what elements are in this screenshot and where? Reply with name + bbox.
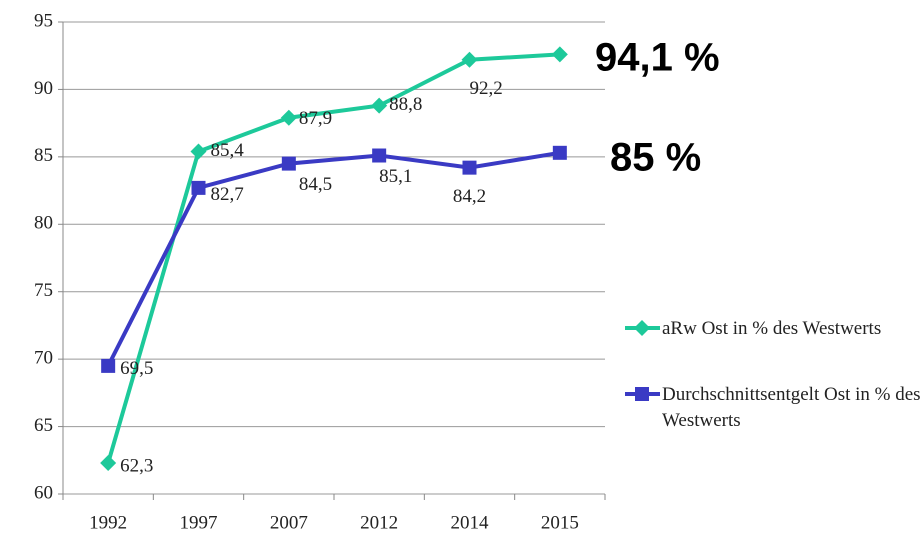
legend-label: Durchschnittsentgelt Ost in % des Westwe… <box>662 384 921 431</box>
data-label: 85,1 <box>379 166 412 187</box>
y-tick-label: 60 <box>34 482 53 503</box>
marker <box>461 51 478 68</box>
data-label: 88,8 <box>389 94 422 115</box>
y-tick-label: 70 <box>34 348 53 369</box>
marker <box>551 46 568 63</box>
data-label: 84,5 <box>299 174 332 195</box>
marker <box>371 97 388 114</box>
marker <box>280 109 297 126</box>
x-tick-label: 2007 <box>270 512 308 533</box>
y-tick-label: 95 <box>34 10 53 31</box>
x-tick-label: 2012 <box>360 512 398 533</box>
marker <box>281 156 296 171</box>
legend-label: aRw Ost in % des Westwerts <box>662 318 882 339</box>
series-line <box>106 150 561 367</box>
marker <box>191 180 206 195</box>
marker <box>552 145 567 160</box>
series-line <box>106 52 560 464</box>
data-label: 82,7 <box>211 184 244 205</box>
data-label: 87,9 <box>299 108 332 129</box>
data-label: 62,3 <box>120 455 153 476</box>
marker <box>462 160 477 175</box>
x-tick-label: 2014 <box>451 512 490 533</box>
x-tick-label: 2015 <box>541 512 579 533</box>
marker <box>372 148 387 163</box>
data-label: 84,2 <box>453 186 486 207</box>
marker <box>101 358 116 373</box>
y-tick-label: 65 <box>34 415 53 436</box>
y-tick-label: 85 <box>34 145 53 166</box>
data-label: 69,5 <box>120 358 153 379</box>
marker <box>634 320 650 336</box>
marker <box>635 387 649 401</box>
marker <box>100 454 117 471</box>
annotation: 94,1 % <box>595 36 720 80</box>
y-tick-label: 75 <box>34 280 53 301</box>
x-tick-label: 1997 <box>180 512 218 533</box>
marker <box>190 143 207 160</box>
x-tick-label: 1992 <box>89 512 127 533</box>
annotation: 85 % <box>610 136 701 180</box>
data-label: 85,4 <box>211 140 245 161</box>
y-tick-label: 80 <box>34 213 53 234</box>
data-label: 92,2 <box>470 78 503 99</box>
y-tick-label: 90 <box>34 78 53 99</box>
